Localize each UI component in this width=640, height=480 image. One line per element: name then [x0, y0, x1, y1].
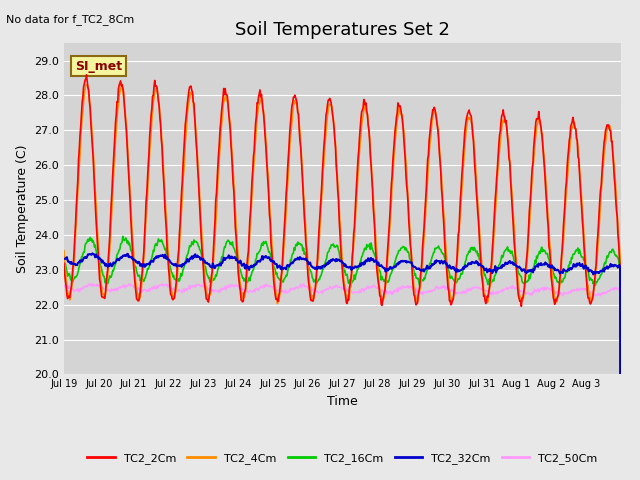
Text: SI_met: SI_met — [75, 60, 122, 72]
Y-axis label: Soil Temperature (C): Soil Temperature (C) — [16, 144, 29, 273]
Title: Soil Temperatures Set 2: Soil Temperatures Set 2 — [235, 21, 450, 39]
X-axis label: Time: Time — [327, 395, 358, 408]
Text: No data for f_TC2_8Cm: No data for f_TC2_8Cm — [6, 14, 134, 25]
Legend: TC2_2Cm, TC2_4Cm, TC2_16Cm, TC2_32Cm, TC2_50Cm: TC2_2Cm, TC2_4Cm, TC2_16Cm, TC2_32Cm, TC… — [83, 448, 602, 468]
